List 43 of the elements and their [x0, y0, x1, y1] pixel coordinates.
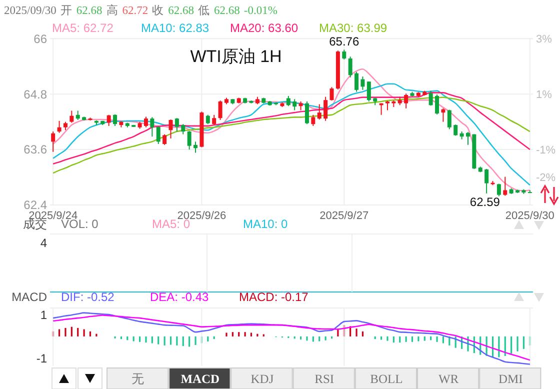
text: 低 — [198, 4, 210, 17]
chart-title: MACD — [12, 290, 48, 304]
text: MACD — [180, 372, 220, 386]
text: MA5: 62.72 — [52, 21, 114, 35]
text: MA20: 63.60 — [230, 21, 298, 35]
text: BOLL — [370, 372, 403, 386]
y2-tick-label: -1% — [536, 144, 556, 156]
text: 成交 — [23, 217, 47, 231]
y-tick-label: 63.6 — [24, 142, 48, 157]
text: 无 — [132, 372, 145, 386]
x-tick-label: 2025/9/30 — [505, 210, 554, 222]
text: 开 — [60, 4, 72, 17]
y-tick-label: 64.8 — [24, 87, 48, 102]
y-tick-label: 62.4 — [24, 198, 48, 212]
annotation: 62.59 — [470, 195, 500, 210]
text: 62.68 — [76, 5, 103, 17]
text: 4 — [40, 236, 48, 250]
y-tick-label: -1 — [36, 352, 48, 366]
x-tick-label: 2025/9/27 — [320, 210, 369, 222]
text: 高 — [106, 3, 118, 17]
text: WR — [438, 372, 460, 386]
text: 2025/09/30 — [4, 5, 57, 17]
text: WTI原油 1H — [190, 47, 282, 66]
text: -0.01% — [244, 5, 278, 17]
y2-tick-label: -2% — [536, 172, 556, 184]
y2-tick-label: 1% — [536, 88, 552, 101]
text: RSI — [314, 372, 334, 386]
y2-tick-label: 3% — [536, 33, 552, 46]
text: MACD: -0.17 — [239, 290, 309, 304]
annotation: 65.76 — [329, 34, 360, 49]
y-tick-label: 1 — [40, 308, 48, 322]
text: 62.68 — [168, 5, 194, 17]
series-label: DEA: -0.43 — [150, 290, 210, 304]
text: MA10: 62.83 — [141, 21, 210, 35]
text: 62.68 — [214, 5, 240, 17]
y-tick-label: 66 — [34, 32, 48, 46]
text: MA10: 0 — [243, 217, 288, 231]
series-label: DIF: -0.52 — [61, 290, 115, 304]
text: MA30: 63.99 — [319, 21, 388, 35]
text: KDJ — [250, 372, 274, 386]
text: 62.72 — [122, 5, 148, 17]
text: DMI — [498, 372, 523, 386]
text: 收 — [152, 4, 164, 17]
